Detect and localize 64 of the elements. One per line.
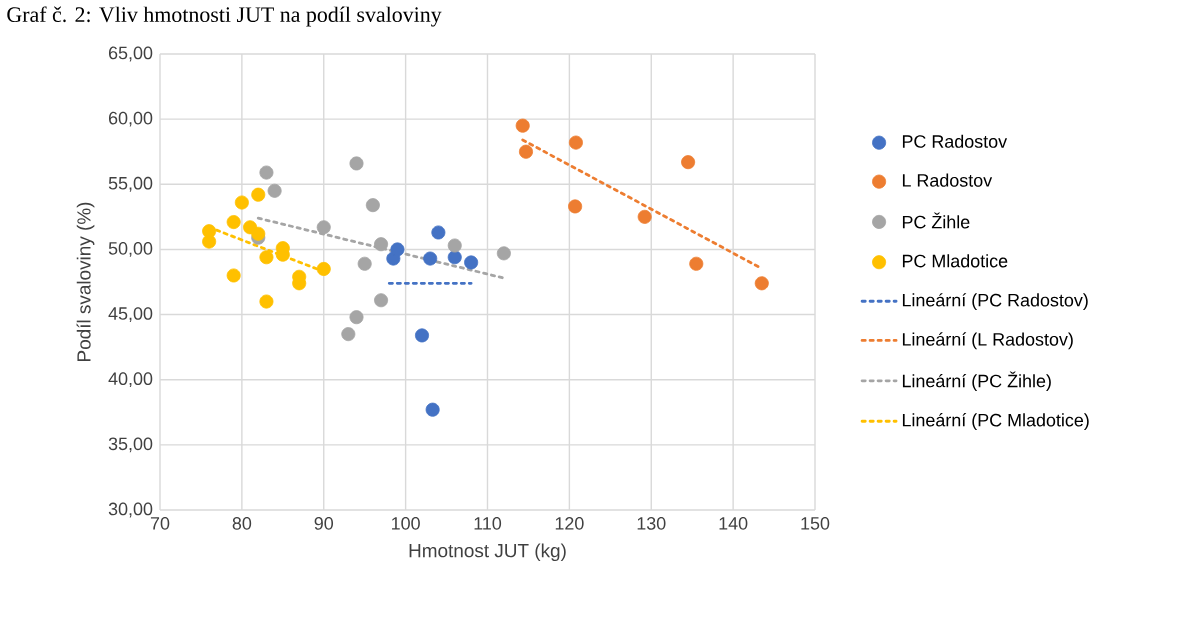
- y-tick-label: 65,00: [108, 46, 153, 62]
- point: [431, 225, 446, 240]
- point: [357, 256, 372, 271]
- legend-label: Lineární (PC Žihle): [902, 371, 1051, 391]
- y-tick-label: 50,00: [108, 242, 153, 257]
- point: [234, 195, 249, 210]
- legend-label: PC Radostov: [902, 134, 1008, 148]
- point: [226, 268, 241, 283]
- point: [447, 250, 462, 265]
- point: [349, 310, 364, 325]
- x-tick-label: 100: [392, 517, 420, 530]
- point: [496, 246, 511, 261]
- point: [251, 226, 266, 241]
- point: [349, 156, 364, 171]
- point: [251, 187, 266, 202]
- point: [374, 293, 389, 308]
- point: [259, 250, 274, 265]
- chart-title: Graf č. 2: Vliv hmotnosti JUT na podíl svaloviny: [7, 6, 442, 27]
- x-tick-label: 120: [555, 517, 584, 530]
- legend-label: Lineární (L Radostov): [902, 332, 1073, 350]
- point: [365, 198, 380, 213]
- point: [259, 294, 274, 309]
- point: [425, 402, 440, 417]
- x-tick-label: 80: [232, 517, 252, 530]
- point: [267, 183, 282, 198]
- point: [464, 255, 479, 270]
- point: [341, 327, 356, 342]
- x-tick-label: 150: [801, 517, 830, 530]
- x-tick-label: 130: [637, 517, 666, 530]
- legend-label: Lineární (PC Mladotice): [902, 413, 1089, 431]
- legend-label: L Radostov: [902, 173, 993, 187]
- legend-label: Lineární (PC Radostov): [902, 293, 1088, 311]
- point: [568, 199, 583, 214]
- x-tick-label: 70: [150, 517, 170, 530]
- point: [515, 118, 530, 133]
- y-tick-label: 40,00: [108, 372, 153, 388]
- point: [316, 261, 331, 276]
- point: [518, 144, 533, 159]
- point: [423, 251, 438, 266]
- point: [316, 220, 331, 235]
- x-tick-label: 90: [314, 517, 334, 530]
- y-tick-label: 30,00: [108, 502, 153, 518]
- point: [689, 256, 704, 271]
- y-axis-title: Podíl svaloviny (%): [76, 202, 95, 361]
- legend-label: PC Mladotice: [902, 254, 1008, 268]
- y-tick-label: 45,00: [108, 307, 153, 322]
- point: [202, 234, 217, 249]
- point: [374, 237, 389, 252]
- point: [637, 209, 652, 224]
- point: [259, 165, 274, 180]
- point: [568, 135, 583, 150]
- point: [390, 242, 405, 257]
- x-tick-label: 110: [474, 517, 502, 530]
- point: [415, 328, 429, 343]
- legend-label: PC Žihle: [902, 212, 970, 229]
- point: [754, 276, 769, 291]
- y-tick-label: 60,00: [108, 111, 153, 127]
- point: [681, 155, 696, 170]
- x-axis-title: Hmotnost JUT (kg): [409, 543, 566, 562]
- y-tick-label: 55,00: [108, 176, 153, 192]
- x-tick-label: 140: [719, 517, 748, 530]
- y-tick-label: 35,00: [108, 437, 153, 453]
- point: [447, 238, 462, 253]
- point: [226, 215, 241, 230]
